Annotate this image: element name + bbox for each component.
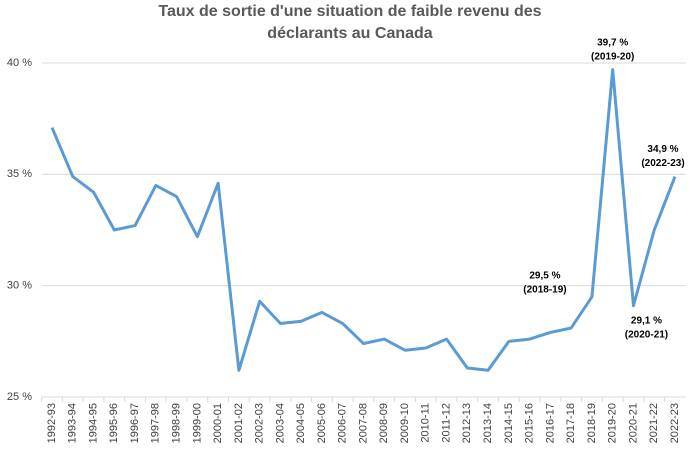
y-tick-label: 40 % xyxy=(7,57,32,69)
x-tick-label: 2019-20 xyxy=(607,403,619,443)
data-label: 34,9 % xyxy=(647,144,678,155)
x-tick-label: 2008-09 xyxy=(378,403,390,443)
data-label: 29,1 % xyxy=(631,315,662,326)
x-tick-label: 2017-18 xyxy=(565,403,577,443)
x-tick-label: 1995-96 xyxy=(108,403,120,443)
x-tick-label: 2005-06 xyxy=(316,403,328,443)
x-tick-label: 2022-23 xyxy=(669,403,681,443)
x-tick-label: 2013-14 xyxy=(482,403,494,443)
data-sublabel: (2022-23) xyxy=(641,158,684,169)
chart-title: Taux de sortie d'une situation de faible… xyxy=(158,3,541,20)
chart-title: déclarants au Canada xyxy=(267,25,433,42)
x-tick-label: 1998-99 xyxy=(171,403,183,443)
data-label: 29,5 % xyxy=(529,270,560,281)
y-tick-label: 30 % xyxy=(7,280,32,292)
x-tick-label: 2021-22 xyxy=(648,403,660,443)
x-tick-label: 2009-10 xyxy=(399,403,411,443)
data-sublabel: (2019-20) xyxy=(591,51,634,62)
x-tick-label: 2018-19 xyxy=(586,403,598,443)
x-tick-label: 2015-16 xyxy=(524,403,536,443)
x-tick-label: 2004-05 xyxy=(295,403,307,443)
data-line xyxy=(50,68,677,372)
x-tick-label: 2007-08 xyxy=(357,403,369,443)
x-tick-label: 1992-93 xyxy=(46,403,58,443)
x-tick-label: 2020-21 xyxy=(627,403,639,443)
x-tick-label: 1999-00 xyxy=(191,403,203,443)
y-tick-label: 25 % xyxy=(7,391,32,403)
x-tick-label: 2014-15 xyxy=(503,403,515,443)
x-tick-label: 2000-01 xyxy=(212,403,224,443)
x-tick-label: 2006-07 xyxy=(337,403,349,443)
x-tick-label: 2003-04 xyxy=(274,403,286,443)
x-tick-label: 1994-95 xyxy=(87,403,99,443)
x-tick-label: 1997-98 xyxy=(150,403,162,443)
x-tick-label: 2012-13 xyxy=(461,403,473,443)
x-tick-label: 1993-94 xyxy=(67,403,79,443)
x-tick-label: 2002-03 xyxy=(254,403,266,443)
x-tick-label: 2016-17 xyxy=(544,403,556,443)
data-sublabel: (2020-21) xyxy=(625,329,668,340)
x-tick-label: 2001-02 xyxy=(233,403,245,443)
x-tick-label: 2011-12 xyxy=(440,403,452,443)
data-label: 39,7 % xyxy=(597,37,628,48)
data-sublabel: (2018-19) xyxy=(523,284,566,295)
y-tick-label: 35 % xyxy=(7,168,32,180)
x-tick-label: 1996-97 xyxy=(129,403,141,443)
x-tick-label: 2010-11 xyxy=(420,403,432,443)
